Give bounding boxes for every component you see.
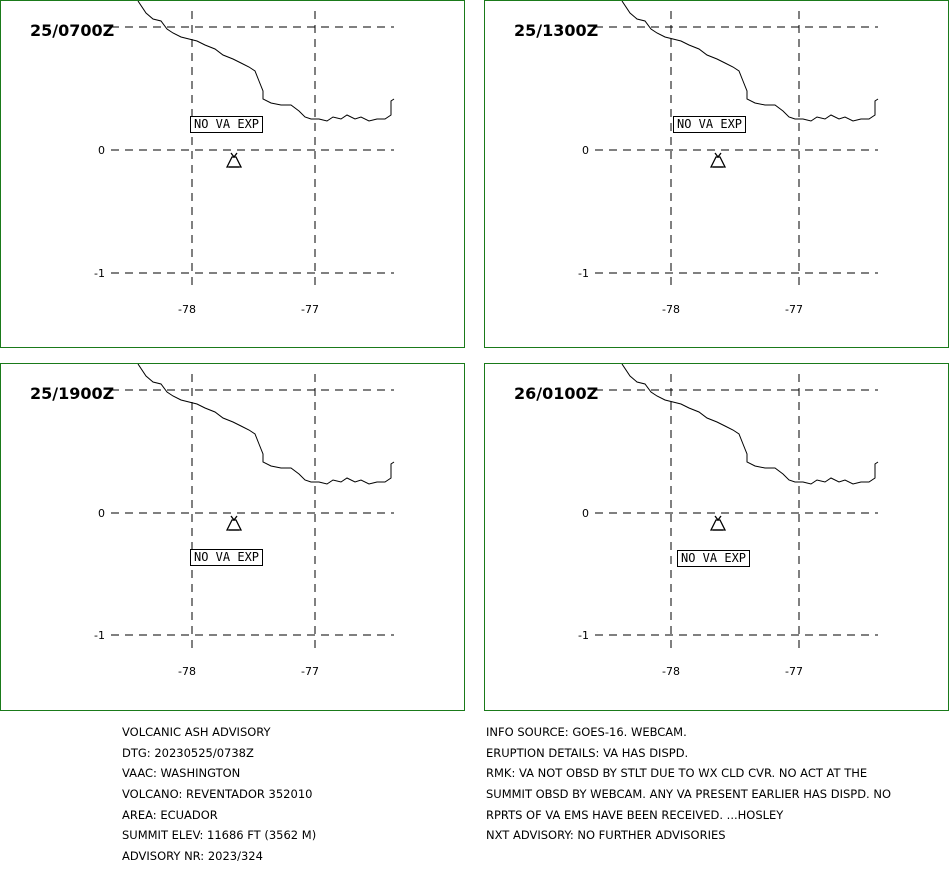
advisory-line: SUMMIT ELEV: 11686 FT (3562 M) [122, 828, 317, 843]
coastline [621, 364, 879, 485]
map-panel-3: 25/1900Z 0 -1 -78 -77 NO VA EXP [0, 363, 465, 711]
map-panel-4: 26/0100Z 0 -1 -78 -77 NO VA EXP [484, 363, 949, 711]
map-graphics [111, 364, 395, 654]
advisory-line: VAAC: WASHINGTON [122, 766, 241, 781]
advisory-info-left: VOLCANIC ASH ADVISORY DTG: 20230525/0738… [122, 717, 316, 871]
map-panel-2: 25/1300Z 0 -1 -78 -77 NO VA EXP [484, 0, 949, 348]
panel-time: 26/0100Z [514, 384, 599, 403]
coastline [621, 1, 879, 122]
advisory-line: INFO SOURCE: GOES-16. WEBCAM. [486, 725, 687, 740]
lat-label-minus1: -1 [94, 629, 105, 642]
lon-label-77: -77 [301, 665, 319, 678]
map-graphics [595, 364, 879, 654]
lat-label-0: 0 [98, 507, 105, 520]
coastline [137, 1, 395, 122]
va-status-box: NO VA EXP [673, 116, 747, 133]
lon-label-77: -77 [785, 665, 803, 678]
lat-label-0: 0 [582, 507, 589, 520]
advisory-line: ERUPTION DETAILS: VA HAS DISPD. [486, 745, 689, 760]
lon-label-78: -78 [662, 303, 680, 316]
lon-label-78: -78 [662, 665, 680, 678]
panel-time: 25/1300Z [514, 21, 599, 40]
panel-time: 25/0700Z [30, 21, 115, 40]
advisory-line: NXT ADVISORY: NO FURTHER ADVISORIES [486, 828, 726, 843]
lon-label-77: -77 [785, 303, 803, 316]
volcano-icon [225, 152, 243, 168]
map-panel-1: 25/0700Z 0 -1 -78 -77 NO VA EXP [0, 0, 465, 348]
volcano-icon [709, 515, 727, 531]
map-graphics [595, 1, 879, 291]
advisory-info-right: INFO SOURCE: GOES-16. WEBCAM. ERUPTION D… [486, 717, 891, 851]
advisory-line: VOLCANO: REVENTADOR 352010 [122, 787, 313, 802]
va-status-box: NO VA EXP [677, 550, 751, 567]
advisory-line: SUMMIT OBSD BY WEBCAM. ANY VA PRESENT EA… [486, 787, 892, 802]
advisory-line: DTG: 20230525/0738Z [122, 745, 254, 760]
volcano-icon [225, 515, 243, 531]
lon-label-77: -77 [301, 303, 319, 316]
va-status-box: NO VA EXP [190, 116, 264, 133]
advisory-line: RMK: VA NOT OBSD BY STLT DUE TO WX CLD C… [486, 766, 868, 781]
advisory-line: VOLCANIC ASH ADVISORY [122, 725, 271, 740]
lat-label-minus1: -1 [94, 267, 105, 280]
advisory-line: RPRTS OF VA EMS HAVE BEEN RECEIVED. ...H… [486, 807, 784, 822]
coastline [137, 364, 395, 485]
lat-label-0: 0 [582, 144, 589, 157]
lon-label-78: -78 [178, 665, 196, 678]
lat-label-0: 0 [98, 144, 105, 157]
advisory-line: AREA: ECUADOR [122, 807, 218, 822]
advisory-line: ADVISORY NR: 2023/324 [122, 848, 263, 863]
map-graphics [111, 1, 395, 291]
lon-label-78: -78 [178, 303, 196, 316]
panel-time: 25/1900Z [30, 384, 115, 403]
va-status-box: NO VA EXP [190, 549, 264, 566]
lat-label-minus1: -1 [578, 267, 589, 280]
volcano-icon [709, 152, 727, 168]
lat-label-minus1: -1 [578, 629, 589, 642]
